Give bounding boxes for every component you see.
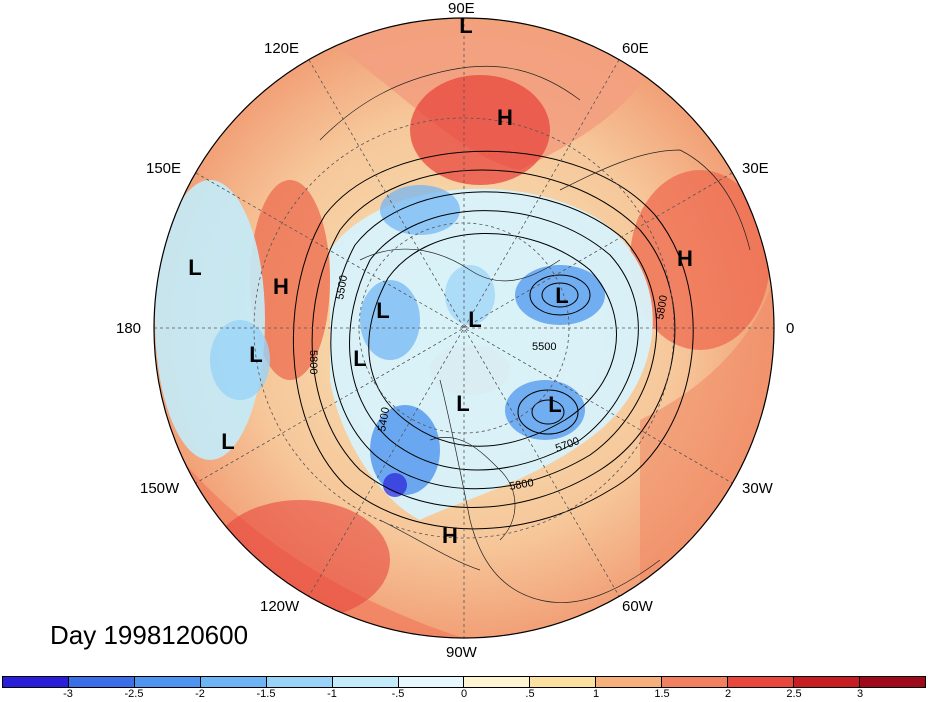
contour-label: 5800 <box>307 350 319 374</box>
colorbar-tick-label: -1.5 <box>256 688 276 700</box>
colorbar-tick-label: 1 <box>592 688 600 700</box>
lon-label-150e: 150E <box>146 160 182 177</box>
pressure-center-low: L <box>221 429 235 454</box>
pressure-center-low: L <box>548 392 562 417</box>
colorbar-swatch <box>464 677 531 687</box>
colorbar <box>2 676 926 688</box>
colorbar-swatch <box>68 677 135 687</box>
pressure-center-low: L <box>188 255 202 280</box>
contour-label: 5500 <box>532 341 556 353</box>
pressure-center-high: H <box>497 105 513 130</box>
contour-label: 5400 <box>376 406 392 432</box>
colorbar-swatch <box>859 677 925 687</box>
pressure-center-low: L <box>555 283 569 308</box>
contour-label: 5500 <box>334 274 350 300</box>
lon-label-150w: 150W <box>140 480 180 497</box>
lon-label-120e: 120E <box>264 40 300 57</box>
contour-label: 5800 <box>654 294 670 320</box>
pressure-center-low: L <box>456 391 470 416</box>
lon-label-120w: 120W <box>260 598 300 615</box>
lon-label-90w: 90W <box>446 644 477 661</box>
pressure-center-low: L <box>468 307 482 332</box>
map-boundary <box>153 17 775 639</box>
lon-label-60w: 60W <box>622 598 653 615</box>
colorbar-swatch <box>332 677 399 687</box>
colorbar-tick-label: -2 <box>195 688 205 700</box>
graticule <box>154 18 774 638</box>
anomaly-field <box>154 18 774 638</box>
colorbar-tick-label: 1.5 <box>654 688 670 700</box>
pressure-center-low: L <box>376 298 390 323</box>
colorbar-swatch <box>200 677 267 687</box>
colorbar-tick-label: -1 <box>327 688 337 700</box>
colorbar-swatch <box>596 677 663 687</box>
pressure-center-high: H <box>273 274 289 299</box>
colorbar-tick-label: 0 <box>460 688 468 700</box>
height-contours <box>292 150 694 530</box>
colorbar-swatch <box>134 677 201 687</box>
lon-label-30w: 30W <box>742 480 773 497</box>
day-title: Day 1998120600 <box>50 620 249 650</box>
colorbar-swatch <box>398 677 465 687</box>
pressure-center-low: L <box>459 13 473 38</box>
lon-label-180: 180 <box>116 320 142 337</box>
pressure-center-low: L <box>249 342 263 367</box>
colorbar-tick-label: 2 <box>724 688 732 700</box>
colorbar-tick-label: -.5 <box>391 688 405 700</box>
colorbar-tick-label: .5 <box>525 688 535 700</box>
pressure-center-high: H <box>677 246 693 271</box>
pressure-center-low: L <box>353 346 367 371</box>
lon-label-60e: 60E <box>622 40 649 57</box>
colorbar-swatch <box>728 677 795 687</box>
colorbar-swatch <box>530 677 597 687</box>
colorbar-swatch <box>3 677 69 687</box>
colorbar-swatch <box>662 677 729 687</box>
colorbar-tick-label: 3 <box>856 688 864 700</box>
lon-label-30e: 30E <box>742 160 769 177</box>
lon-label-90e: 90E <box>448 0 475 17</box>
colorbar-swatch <box>794 677 860 687</box>
colorbar-tick-label: -3 <box>63 688 73 700</box>
coastlines <box>319 65 751 603</box>
lon-label-0: 0 <box>786 320 795 337</box>
colorbar-tick-label: 2.5 <box>786 688 802 700</box>
colorbar-swatch <box>266 677 333 687</box>
colorbar-tick-label: -2.5 <box>124 688 144 700</box>
pressure-center-high: H <box>442 523 458 548</box>
contour-label: 5800 <box>508 477 534 493</box>
